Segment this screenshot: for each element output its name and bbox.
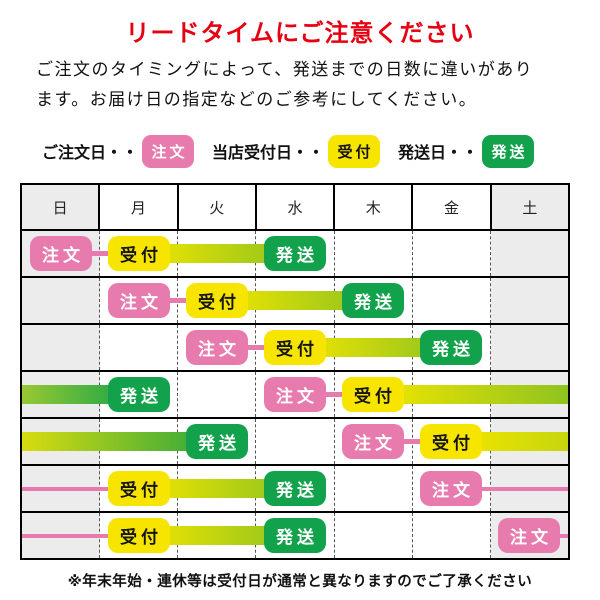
connector-line	[61, 251, 139, 256]
day-cell-4	[335, 513, 413, 558]
day-header-0: 日	[22, 185, 101, 229]
day-cell-2	[178, 419, 257, 464]
table-body: 注文 受付 発送 注文 受付 発送 注文 受付 発送 発送 注文 受付 発送 注文 受付 受付 発送 注文 受付 発送…	[22, 231, 568, 558]
day-cell-6	[490, 325, 568, 370]
day-header-5: 金	[413, 185, 492, 229]
ship-badge: 発送	[264, 236, 326, 271]
ship-badge: 発送	[264, 471, 326, 506]
gradient-bar	[22, 432, 217, 451]
ship-badge: 発送	[186, 424, 248, 459]
accept-badge: 受付	[186, 283, 248, 318]
timeline-row-3: 注文 受付 発送	[22, 325, 568, 372]
order-badge: 注文	[108, 283, 170, 318]
day-cell-3	[256, 466, 335, 511]
day-cell-3	[256, 231, 335, 276]
footer-note: ※年末年始・連休等は受付日が通常と異なりますのでご了承ください	[67, 574, 533, 590]
gradient-bar	[139, 244, 295, 263]
day-cell-4	[335, 231, 413, 276]
legend-ship-label: 発送日・・	[398, 145, 479, 162]
legend-accept-badge: 受付	[328, 134, 381, 168]
gradient-bar	[139, 479, 295, 498]
day-header-4: 木	[335, 185, 414, 229]
connector-line	[373, 439, 451, 444]
day-cell-4	[335, 466, 413, 511]
gradient-bar	[295, 338, 451, 357]
day-cell-5	[413, 231, 491, 276]
order-badge: 注文	[342, 424, 404, 459]
legend-ship-badge: 発送	[482, 134, 535, 168]
intro-line-2: ます。お届け日の指定などのご参考にしてください。	[36, 90, 478, 109]
accept-badge: 受付	[108, 236, 170, 271]
accept-badge: 受付	[420, 424, 482, 459]
day-cell-2	[178, 372, 257, 417]
gradient-bar	[217, 291, 373, 310]
timeline-row-6: 受付 発送 注文	[22, 466, 568, 513]
ship-badge: 発送	[264, 518, 326, 553]
legend-order-badge: 注文	[142, 134, 195, 168]
page-title: リードタイムにご注意ください	[125, 20, 475, 47]
legend-accept-label: 当店受付日・・	[212, 145, 325, 162]
day-cell-3	[256, 419, 335, 464]
table-header: 日月火水木金土	[22, 185, 568, 231]
day-cell-1	[100, 372, 179, 417]
timeline-row-7: 受付 発送 注文	[22, 513, 568, 558]
intro-text: ご注文のタイミングによって、発送までの日数に違いがあり ます。お届け日の指定など…	[36, 55, 533, 115]
order-badge: 注文	[30, 236, 92, 271]
timeline-row-5: 発送 注文 受付	[22, 419, 568, 466]
connector-line	[139, 298, 217, 303]
connector-line	[217, 345, 295, 350]
accept-badge: 受付	[108, 518, 170, 553]
day-header-2: 火	[179, 185, 257, 229]
day-cell-0	[22, 325, 101, 370]
lead-time-table: 日月火水木金土 注文 受付 発送 注文 受付 発送 注文 受付 発送 発送 注文 受付 発送 注文 受付 受付…	[20, 183, 570, 560]
order-badge: 注文	[498, 518, 560, 553]
day-cell-5	[413, 278, 491, 323]
accept-badge: 受付	[108, 471, 170, 506]
day-cell-6	[490, 231, 568, 276]
day-header-3: 水	[257, 185, 336, 229]
timeline-row-1: 注文 受付 発送	[22, 231, 568, 278]
legend: ご注文日・・ 注文 当店受付日・・ 受付 発送日・・ 発送	[42, 133, 535, 169]
carryover-line	[22, 533, 139, 538]
carryover-line	[22, 486, 139, 491]
connector-line	[295, 392, 373, 397]
day-cell-5	[413, 325, 491, 370]
ship-badge: 発送	[108, 377, 170, 412]
accept-badge: 受付	[264, 330, 326, 365]
order-badge: 注文	[420, 471, 482, 506]
ship-badge: 発送	[420, 330, 482, 365]
accept-badge: 受付	[342, 377, 404, 412]
gradient-bar	[139, 526, 295, 545]
timeline-row-4: 発送 注文 受付	[22, 372, 568, 419]
order-badge: 注文	[264, 377, 326, 412]
carryover-line	[451, 486, 568, 491]
legend-order-label: ご注文日・・	[42, 145, 139, 162]
day-cell-5	[413, 513, 491, 558]
day-cell-0	[22, 278, 101, 323]
day-cell-6	[490, 278, 568, 323]
day-cell-4	[335, 278, 413, 323]
ship-badge: 発送	[342, 283, 404, 318]
day-cell-3	[256, 513, 335, 558]
order-badge: 注文	[186, 330, 248, 365]
intro-line-1: ご注文のタイミングによって、発送までの日数に違いがあり	[36, 60, 534, 79]
day-header-6: 土	[491, 185, 568, 229]
day-cell-1	[100, 325, 179, 370]
timeline-row-2: 注文 受付 発送	[22, 278, 568, 325]
day-header-1: 月	[100, 185, 179, 229]
gradient-bar	[373, 385, 568, 404]
